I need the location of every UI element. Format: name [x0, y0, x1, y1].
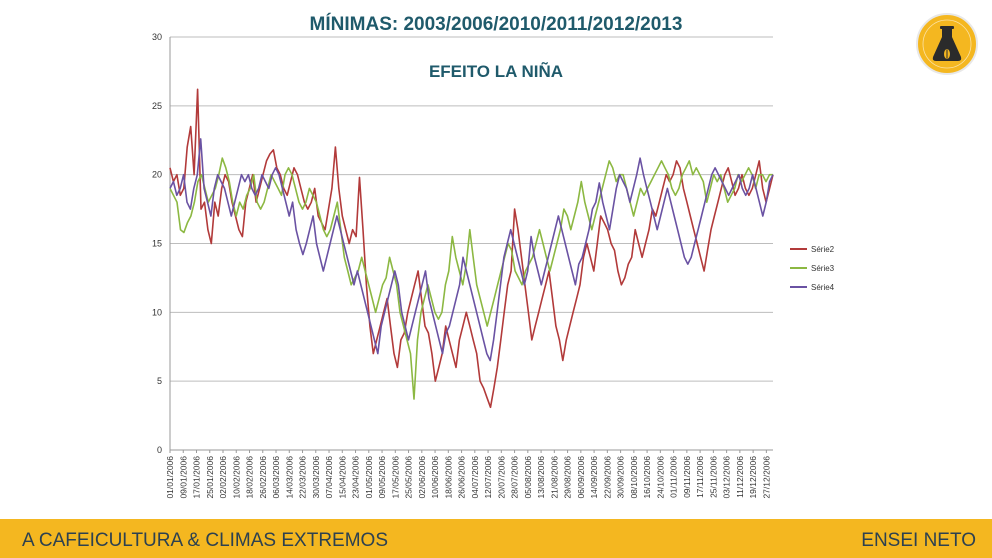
x-tick-label: 09/05/2006 — [377, 456, 387, 499]
x-tick-label: 18/02/2006 — [245, 456, 255, 499]
x-tick-label: 19/12/2006 — [748, 456, 758, 499]
x-tick-label: 09/01/2006 — [178, 456, 188, 499]
legend-label: Série3 — [811, 264, 835, 273]
chart-title: MÍNIMAS: 2003/2006/2010/2011/2012/2013 — [309, 14, 683, 35]
x-tick-label: 13/08/2006 — [536, 456, 546, 499]
x-tick-label: 09/11/2006 — [682, 456, 692, 498]
footer-bar: A CAFEICULTURA & CLIMAS EXTREMOS ENSEI N… — [0, 519, 992, 558]
x-tick-label: 29/08/2006 — [563, 456, 573, 499]
y-tick-label: 20 — [152, 170, 162, 180]
x-tick-label: 25/05/2006 — [404, 456, 414, 499]
x-tick-label: 30/03/2006 — [311, 456, 321, 499]
x-tick-label: 27/12/2006 — [761, 456, 771, 499]
x-tick-label: 20/07/2006 — [496, 456, 506, 499]
x-tick-label: 07/04/2006 — [324, 456, 334, 499]
x-tick-label: 14/03/2006 — [284, 456, 294, 499]
y-tick-label: 15 — [152, 239, 162, 249]
x-tick-label: 01/05/2006 — [364, 456, 374, 499]
x-tick-label: 25/01/2006 — [205, 456, 215, 499]
chart-subtitle: EFEITO LA NIÑA — [428, 62, 564, 81]
x-tick-label: 26/06/2006 — [457, 456, 467, 499]
x-tick-label: 06/09/2006 — [576, 456, 586, 499]
legend-label: Série2 — [811, 245, 835, 254]
x-tick-label: 03/12/2006 — [722, 456, 732, 499]
y-tick-label: 0 — [157, 445, 162, 455]
x-tick-label: 17/01/2006 — [192, 456, 202, 499]
x-tick-label: 26/02/2006 — [258, 456, 268, 499]
x-tick-label: 23/04/2006 — [351, 456, 361, 499]
x-tick-label: 01/11/2006 — [669, 456, 679, 498]
y-tick-label: 30 — [152, 32, 162, 42]
x-tick-label: 08/10/2006 — [629, 456, 639, 499]
x-tick-label: 10/02/2006 — [231, 456, 241, 499]
x-tick-label: 22/03/2006 — [298, 456, 308, 499]
line-chart: 0 5 10 15 20 25 30 01/01/2006 09/01/2006 17/01/20… — [152, 32, 835, 499]
footer-presentation-title: A CAFEICULTURA & CLIMAS EXTREMOS — [22, 530, 389, 551]
x-tick-label: 06/03/2006 — [271, 456, 281, 499]
x-tick-label: 15/04/2006 — [337, 456, 347, 499]
x-tick-label: 11/12/2006 — [735, 456, 745, 498]
x-tick-label: 12/07/2006 — [483, 456, 493, 499]
y-tick-label: 10 — [152, 307, 162, 317]
x-tick-label: 25/11/2006 — [708, 456, 718, 498]
x-tick-label: 28/07/2006 — [510, 456, 520, 499]
x-tick-label: 16/10/2006 — [642, 456, 652, 499]
x-tick-label: 04/07/2006 — [470, 456, 480, 499]
series-line-4 — [169, 138, 774, 362]
series-line-2 — [169, 88, 774, 409]
x-tick-label: 02/02/2006 — [218, 456, 228, 499]
series-line-3 — [169, 157, 773, 400]
x-tick-label: 01/01/2006 — [165, 456, 175, 499]
x-tick-label: 17/11/2006 — [695, 456, 705, 498]
x-tick-label: 17/05/2006 — [390, 456, 400, 499]
x-tick-label: 24/10/2006 — [655, 456, 665, 499]
legend-label: Série4 — [811, 283, 835, 292]
footer-author: ENSEI NETO — [861, 530, 976, 551]
x-tick-label: 14/09/2006 — [589, 456, 599, 499]
x-tick-label: 02/06/2006 — [417, 456, 427, 499]
x-tick-label: 18/06/2006 — [443, 456, 453, 499]
brand-logo-icon — [916, 13, 978, 75]
y-tick-label: 25 — [152, 101, 162, 111]
x-tick-label: 21/08/2006 — [549, 456, 559, 499]
y-tick-label: 5 — [157, 376, 162, 386]
x-tick-label: 10/06/2006 — [430, 456, 440, 499]
x-tick-label: 05/08/2006 — [523, 456, 533, 499]
x-tick-label: 22/09/2006 — [602, 456, 612, 499]
x-tick-label: 30/09/2006 — [616, 456, 626, 499]
